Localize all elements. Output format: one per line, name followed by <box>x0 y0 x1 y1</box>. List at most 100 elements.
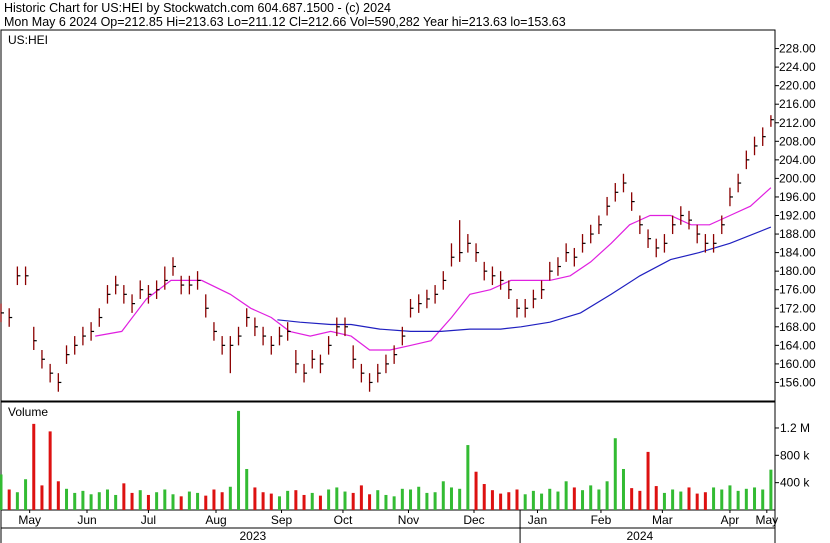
volume-bar <box>589 485 593 510</box>
volume-bar <box>679 491 683 510</box>
y-tick-label: 176.00 <box>779 283 816 297</box>
y-tick-label: 164.00 <box>779 338 816 352</box>
volume-bar <box>335 487 339 510</box>
volume-bar <box>327 489 331 510</box>
x-tick-label: Nov <box>398 513 419 527</box>
volume-bar <box>384 494 388 510</box>
y-tick-label: 228.00 <box>779 42 816 56</box>
volume-bar <box>32 423 36 510</box>
x-tick-label: Oct <box>334 513 353 527</box>
volume-bar <box>409 489 413 510</box>
volume-bar <box>720 489 724 510</box>
volume-bar <box>97 492 101 510</box>
volume-bar <box>196 492 200 510</box>
volume-bar <box>65 488 69 510</box>
panel-label: US:HEI <box>8 33 48 47</box>
volume-bar <box>540 493 544 510</box>
volume-bar <box>368 494 372 510</box>
volume-bar <box>507 492 511 510</box>
volume-bar <box>171 494 175 510</box>
volume-bar <box>15 492 19 510</box>
volume-bar <box>605 481 609 510</box>
volume-bar <box>237 410 241 510</box>
x-tick-label: Sep <box>271 513 293 527</box>
volume-bar <box>638 490 642 510</box>
volume-bar <box>220 492 224 510</box>
volume-bar <box>73 492 77 510</box>
volume-bar <box>351 492 355 510</box>
y-tick-label: 212.00 <box>779 116 816 130</box>
x-tick-label: Jan <box>528 513 547 527</box>
volume-bar <box>695 493 699 510</box>
volume-bar <box>310 492 314 510</box>
x-tick-label: Jun <box>77 513 96 527</box>
volume-bar <box>458 488 462 510</box>
x-tick-label: Dec <box>463 513 484 527</box>
volume-bar <box>261 492 265 510</box>
y-tick-label: 224.00 <box>779 60 816 74</box>
volume-bar <box>81 490 85 510</box>
volume-bar <box>769 469 773 510</box>
volume-bar <box>499 493 503 510</box>
volume-bar <box>630 488 634 510</box>
volume-bar <box>343 491 347 510</box>
volume-bar <box>286 490 290 510</box>
y-tick-label: 192.00 <box>779 209 816 223</box>
volume-bar <box>155 492 159 510</box>
volume-bar <box>482 484 486 510</box>
volume-bar <box>56 481 60 510</box>
volume-bar <box>736 490 740 510</box>
panel-label: Volume <box>8 405 48 419</box>
volume-bar <box>654 486 658 510</box>
volume-bar <box>466 445 470 510</box>
volume-bar <box>581 490 585 510</box>
x-tick-label: Feb <box>591 513 612 527</box>
y-tick-label: 400 k <box>780 476 810 490</box>
volume-bar <box>179 496 183 510</box>
volume-bar <box>114 494 118 510</box>
volume-panel <box>0 401 776 511</box>
y-tick-label: 200.00 <box>779 171 816 185</box>
volume-bar <box>572 487 576 510</box>
volume-bar <box>318 495 322 510</box>
volume-bar <box>441 481 445 510</box>
y-tick-label: 160.00 <box>779 357 816 371</box>
volume-bar <box>515 489 519 510</box>
volume-bar <box>48 431 52 510</box>
volume-bar <box>433 492 437 510</box>
volume-bar <box>138 490 142 510</box>
volume-bar <box>671 489 675 510</box>
moving-average <box>95 187 772 351</box>
volume-bar <box>253 487 257 510</box>
volume-bar <box>392 496 396 510</box>
y-tick-label: 204.00 <box>779 153 816 167</box>
volume-bar <box>564 481 568 510</box>
volume-bar <box>269 493 273 510</box>
y-tick-label: 168.00 <box>779 320 816 334</box>
moving-average <box>277 226 772 332</box>
y-tick-label: 196.00 <box>779 190 816 204</box>
volume-bar <box>212 489 216 510</box>
volume-bar <box>105 489 109 510</box>
y-tick-label: 1.2 M <box>780 421 810 435</box>
header-line: Mon May 6 2024 Op=212.85 Hi=213.63 Lo=21… <box>4 15 566 29</box>
volume-bar <box>621 468 625 510</box>
y-tick-label: 172.00 <box>779 301 816 315</box>
volume-bar <box>613 438 617 510</box>
volume-bar <box>40 485 44 510</box>
x-tick-label: Apr <box>721 513 740 527</box>
volume-bar <box>122 483 126 510</box>
volume-bar <box>359 485 363 510</box>
volume-bar <box>662 492 666 510</box>
volume-bar <box>531 490 535 510</box>
x-tick-label: Mar <box>652 513 673 527</box>
volume-bar <box>425 492 429 510</box>
volume-bar <box>474 471 478 510</box>
y-tick-label: 216.00 <box>779 97 816 111</box>
volume-bar <box>146 494 150 510</box>
volume-bar <box>597 489 601 510</box>
volume-bar <box>89 494 93 510</box>
volume-bar <box>646 451 650 510</box>
y-tick-label: 156.00 <box>779 375 816 389</box>
volume-bar <box>228 486 232 510</box>
